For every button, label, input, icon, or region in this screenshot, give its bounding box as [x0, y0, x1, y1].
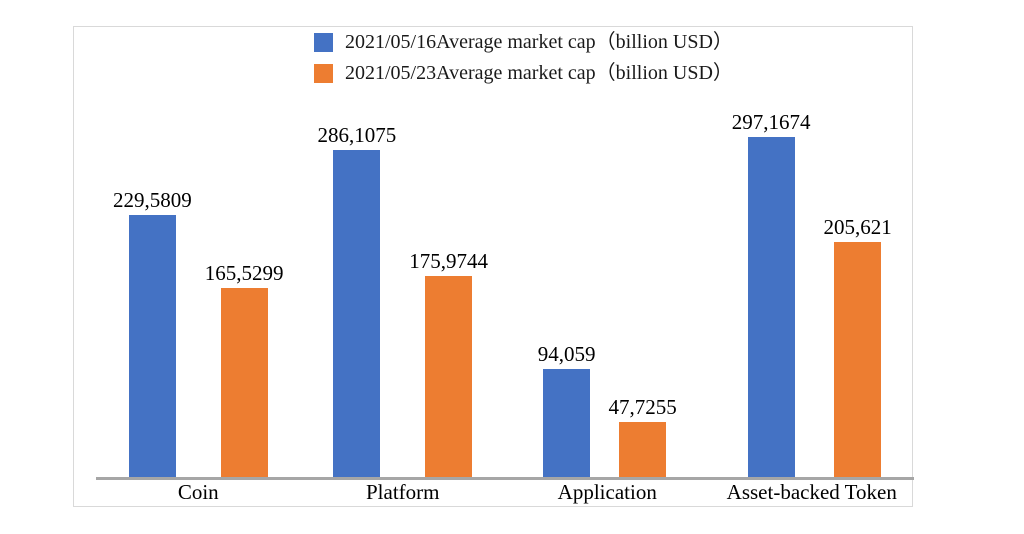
bar-group-coin: 229,5809 165,5299 [96, 92, 301, 477]
x-axis-labels: Coin Platform Application Asset-backed Toke… [96, 480, 914, 506]
legend-label-series1: 2021/05/16Average market cap（billion USD… [345, 31, 733, 53]
bar-value-label: 94,059 [537, 342, 596, 366]
bar-wrap: 94,059 [538, 342, 596, 477]
legend-swatch-orange [314, 63, 333, 83]
legend-swatch-blue [314, 32, 333, 52]
bar-value-label: 175,9744 [409, 249, 488, 273]
bar-series2 [425, 276, 473, 477]
bar-wrap: 205,621 [824, 215, 892, 477]
category-label: Coin [177, 480, 219, 504]
legend-item-series2: 2021/05/23Average market cap（billion USD… [314, 61, 733, 85]
category-label: Asset-backed Token [726, 480, 897, 504]
bar-value-label: 205,621 [823, 215, 892, 239]
bar-wrap: 175,9744 [409, 249, 488, 477]
bar-wrap: 47,7255 [609, 395, 677, 477]
bar-series2 [619, 422, 667, 477]
bar-group-platform: 286,1075 175,9744 [301, 92, 506, 477]
bar-value-label: 297,1674 [731, 110, 811, 134]
chart-legend: 2021/05/16Average market cap（billion USD… [314, 30, 733, 85]
bar-series2 [834, 242, 882, 477]
bar-value-label: 229,5809 [113, 188, 192, 212]
bar-series1 [333, 150, 381, 477]
bar-wrap: 286,1075 [317, 123, 397, 477]
bar-value-label: 47,7255 [608, 395, 677, 419]
bar-series1 [543, 369, 591, 477]
bar-wrap: 165,5299 [205, 261, 284, 477]
bar-group-application: 94,059 47,7255 [505, 92, 710, 477]
bar-series1 [747, 137, 795, 477]
bar-wrap: 297,1674 [732, 110, 811, 477]
legend-label-series2: 2021/05/23Average market cap（billion USD… [345, 62, 733, 84]
category-label: Application [557, 480, 657, 504]
bar-group-asset-backed-token: 297,1674 205,621 [710, 92, 915, 477]
category-label: Platform [366, 480, 440, 504]
plot-area: 229,5809 165,5299 286,1075 175,9744 94,059 47… [96, 92, 914, 477]
bar-wrap: 229,5809 [113, 188, 192, 477]
legend-item-series1: 2021/05/16Average market cap（billion USD… [314, 30, 733, 54]
bar-value-label: 165,5299 [204, 261, 284, 285]
x-axis-line [96, 477, 914, 480]
bar-chart: 2021/05/16Average market cap（billion USD… [73, 26, 914, 507]
bar-series2 [220, 288, 268, 477]
bar-value-label: 286,1075 [317, 123, 397, 147]
bar-series1 [128, 215, 176, 477]
